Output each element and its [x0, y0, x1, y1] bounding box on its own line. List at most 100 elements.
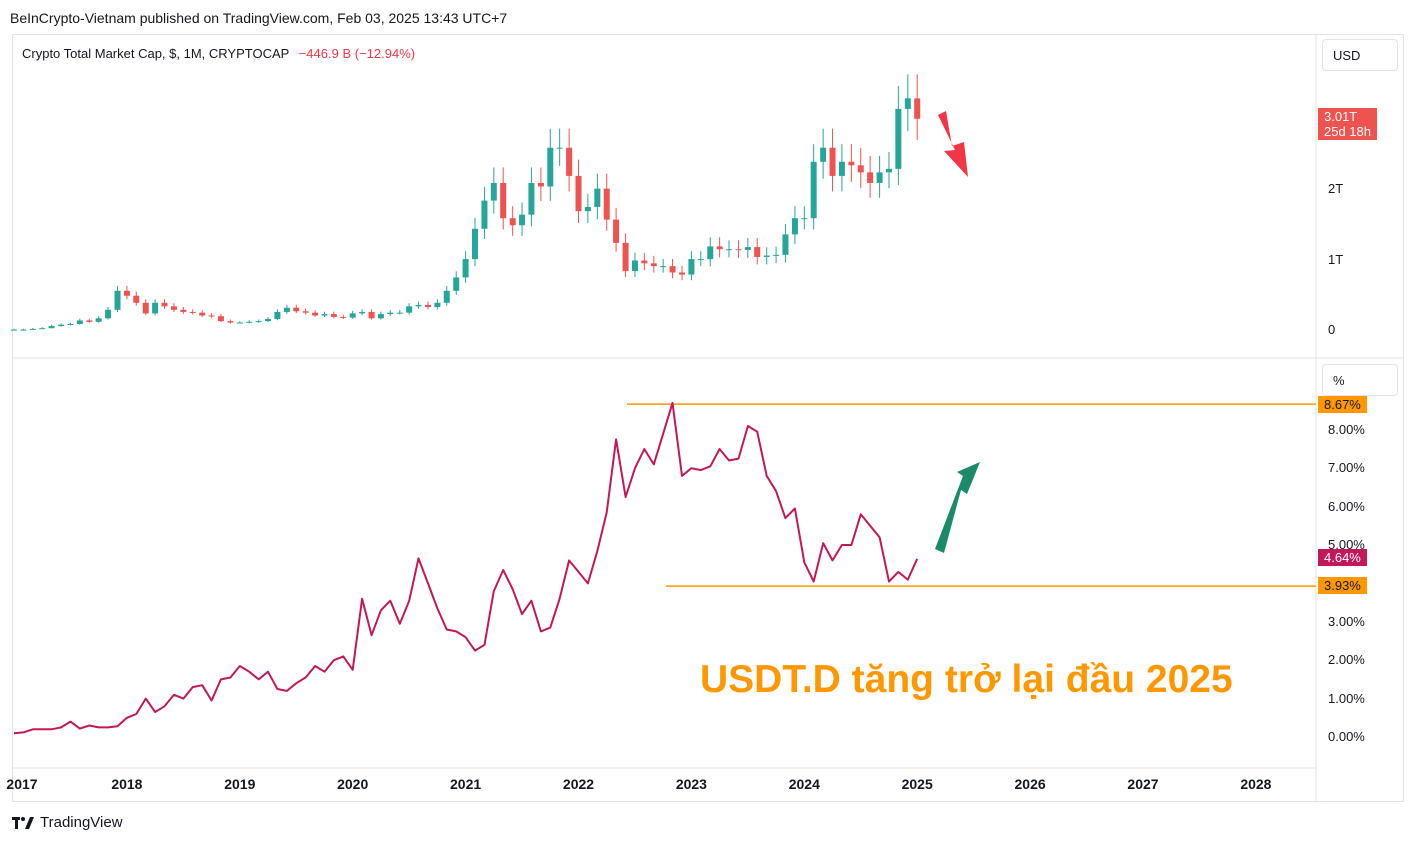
- x-tick: 2026: [1014, 776, 1046, 792]
- candle: [556, 147, 563, 149]
- pct-tick: 0.00%: [1328, 729, 1365, 744]
- level-tag-high: 8.67%: [1318, 396, 1367, 413]
- arrow-up-icon: [935, 462, 980, 553]
- candle: [340, 316, 347, 318]
- tradingview-brand[interactable]: TradingView: [12, 814, 123, 831]
- candle: [95, 318, 102, 322]
- candle: [387, 312, 394, 315]
- candle: [293, 307, 300, 312]
- publisher-line: BeInCrypto-Vietnam published on TradingV…: [10, 10, 508, 26]
- candle: [895, 108, 902, 169]
- candle: [434, 302, 441, 308]
- candle: [763, 255, 770, 257]
- candle: [679, 272, 686, 275]
- candle: [547, 147, 554, 187]
- pct-tick: 8.00%: [1328, 421, 1365, 437]
- candle: [349, 313, 356, 318]
- chart-legend: Crypto Total Market Cap, $, 1M, CRYPTOCA…: [22, 46, 415, 61]
- x-tick: 2020: [337, 776, 369, 792]
- x-tick: 2024: [788, 776, 820, 792]
- x-tick: 2027: [1127, 776, 1159, 792]
- candle: [48, 326, 55, 329]
- pct-tick: 5.00%: [1328, 537, 1365, 552]
- candle: [105, 309, 112, 319]
- candle: [189, 311, 196, 313]
- candle: [575, 175, 582, 212]
- candle: [312, 312, 319, 316]
- candle: [791, 218, 798, 235]
- chart-frame: [12, 34, 1404, 802]
- candle: [782, 234, 789, 255]
- y-tick-2t: 2T: [1328, 181, 1344, 196]
- pct-tick: 6.00%: [1328, 498, 1365, 514]
- candle: [904, 98, 911, 109]
- candle: [152, 302, 159, 314]
- candle: [208, 315, 215, 317]
- candle: [368, 311, 375, 319]
- candle: [707, 246, 714, 260]
- candle: [829, 147, 836, 176]
- symbol-title[interactable]: Crypto Total Market Cap, $, 1M, CRYPTOCA…: [22, 46, 290, 61]
- candle: [255, 321, 262, 323]
- candle: [39, 328, 46, 330]
- annotation-text: USDT.D tăng trở lại đầu 2025: [700, 658, 1233, 701]
- candle: [471, 228, 478, 260]
- candle: [11, 329, 17, 331]
- candle: [537, 182, 544, 187]
- candle: [227, 321, 234, 323]
- candle: [425, 304, 432, 308]
- y-tick-0: 0: [1328, 322, 1336, 337]
- candle: [415, 304, 422, 307]
- candle: [236, 322, 243, 324]
- candle: [519, 214, 526, 226]
- last-price-value: 3.01T: [1324, 109, 1358, 124]
- x-tick: 2021: [450, 776, 482, 792]
- candle: [283, 307, 290, 312]
- candle: [133, 295, 140, 303]
- candle: [641, 260, 648, 264]
- candle: [660, 266, 667, 268]
- tradingview-logo-icon: [12, 816, 34, 829]
- bar-countdown: 25d 18h: [1324, 124, 1371, 139]
- candle: [848, 161, 855, 166]
- candle: [885, 168, 892, 173]
- candle: [123, 290, 130, 296]
- x-tick: 2018: [111, 776, 143, 792]
- price-change: −446.9 B (−12.94%): [298, 46, 416, 61]
- candle: [773, 254, 780, 256]
- candle: [302, 311, 309, 313]
- candle: [330, 314, 337, 317]
- x-tick: 2022: [562, 776, 595, 792]
- candle: [838, 161, 845, 176]
- candle: [603, 188, 610, 220]
- currency-selector[interactable]: USD: [1322, 39, 1398, 71]
- candle: [321, 314, 328, 316]
- candle: [199, 312, 206, 316]
- candle: [622, 242, 629, 272]
- candle: [810, 161, 817, 219]
- candle: [396, 312, 403, 314]
- candle: [359, 311, 366, 314]
- x-tick: 2019: [224, 776, 256, 792]
- candle: [170, 306, 177, 310]
- last-price-tag: 3.01T 25d 18h: [1318, 108, 1377, 140]
- pct-tick: 3.00%: [1328, 613, 1365, 629]
- candle: [801, 218, 808, 220]
- usdt-dominance-line: [13, 401, 919, 735]
- pct-tick: 1.00%: [1328, 690, 1365, 706]
- percent-scale-button[interactable]: %: [1322, 364, 1398, 396]
- candle: [481, 200, 488, 229]
- candle: [76, 320, 83, 324]
- candle: [857, 165, 864, 173]
- candle: [58, 324, 65, 327]
- candle: [613, 219, 620, 243]
- candle: [744, 247, 751, 250]
- x-tick: 2017: [6, 776, 38, 792]
- candle: [867, 172, 874, 183]
- candle: [67, 323, 74, 325]
- candle: [217, 316, 224, 322]
- candle: [274, 311, 281, 320]
- candle: [584, 206, 591, 212]
- candle: [462, 259, 469, 278]
